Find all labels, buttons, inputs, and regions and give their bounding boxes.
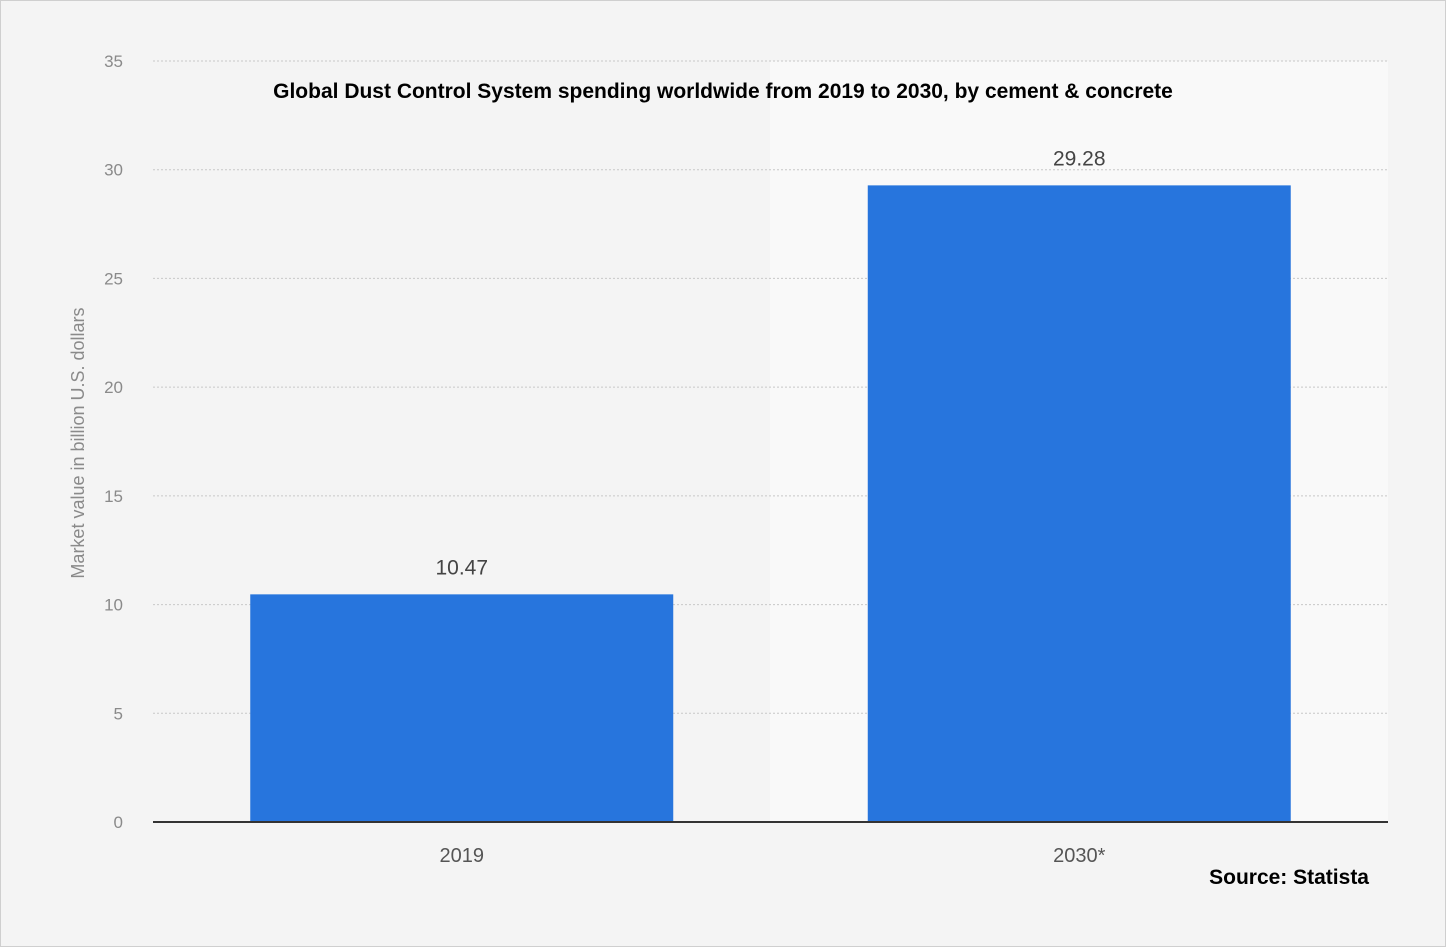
data-label: 10.47	[435, 556, 488, 579]
y-tick-label: 10	[104, 596, 123, 615]
y-tick-label: 35	[104, 52, 123, 71]
y-tick-label: 25	[104, 269, 123, 288]
data-label: 29.28	[1053, 147, 1106, 170]
bar-2030	[867, 185, 1291, 822]
source-label: Source: Statista	[1209, 866, 1369, 889]
bars: 10.47 29.28	[250, 147, 1291, 822]
x-category-label: 2019	[440, 845, 485, 867]
y-tick-label: 30	[104, 161, 123, 180]
y-tick-label: 15	[104, 487, 123, 506]
y-axis-ticks: 0 5 10 15 20 25 30 35	[104, 52, 123, 832]
y-tick-label: 0	[114, 813, 123, 832]
y-tick-label: 5	[114, 704, 123, 723]
bar-2019	[250, 594, 674, 822]
y-axis-title: Market value in billion U.S. dollars	[68, 307, 88, 578]
x-category-label: 2030*	[1053, 845, 1105, 867]
x-axis-categories: 2019 2030*	[440, 845, 1106, 867]
y-tick-label: 20	[104, 378, 123, 397]
chart-title: Global Dust Control System spending worl…	[273, 80, 1173, 103]
